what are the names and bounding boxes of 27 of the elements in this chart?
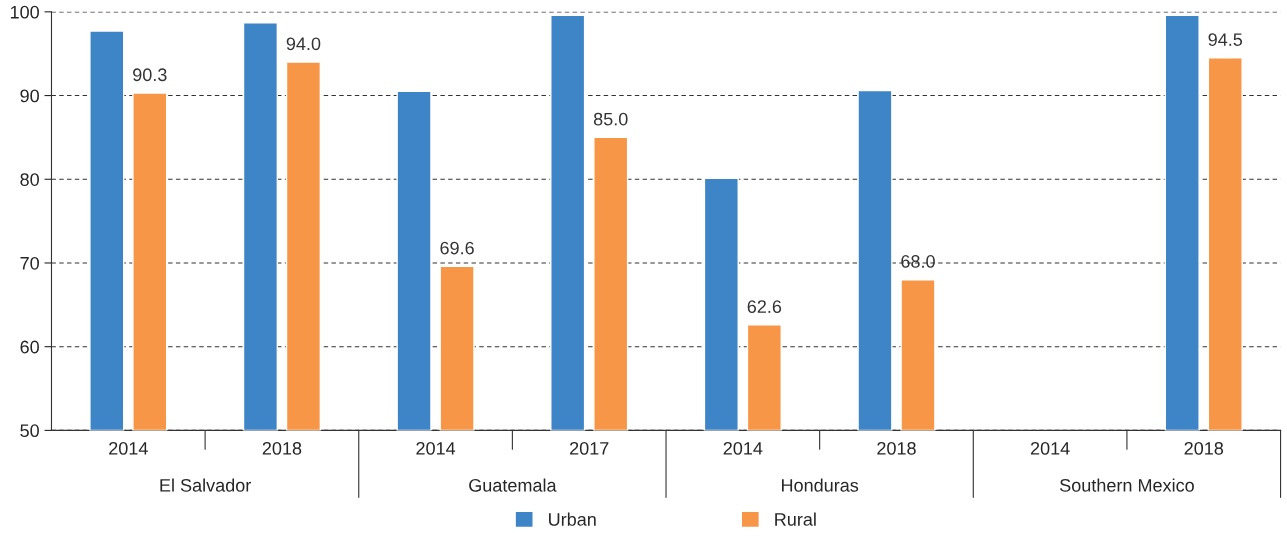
data-label: 68.0 <box>901 255 935 268</box>
text: El Salvador <box>160 478 251 492</box>
x-tick-label: 2014 <box>109 441 148 455</box>
y-tick-label: 50 <box>20 424 39 438</box>
text: Southern Mexico <box>1060 478 1194 492</box>
x-tick-label: 2014 <box>723 441 763 455</box>
legend-label: Rural <box>775 512 816 526</box>
y-tick-label: 90 <box>20 89 39 103</box>
x-tick-label: 2018 <box>877 441 916 455</box>
y-tick-label: 80 <box>20 173 39 186</box>
x-tick-label: 2018 <box>262 441 302 455</box>
data-label: 90.3 <box>133 68 167 82</box>
text: Guatemala <box>469 478 557 492</box>
data-label: 94.0 <box>286 37 321 51</box>
data-label: 94.5 <box>1208 33 1243 46</box>
y-tick-label: 60 <box>20 340 39 354</box>
x-tick-label: 2017 <box>570 441 609 455</box>
text: Honduras <box>782 478 859 492</box>
legend-label: Urban <box>549 512 596 526</box>
x-tick-label: 2018 <box>1184 441 1224 455</box>
y-tick-label: 70 <box>20 256 39 270</box>
y-tick-label: 100 <box>10 5 39 19</box>
x-tick-label: 2014 <box>416 441 456 455</box>
data-label: 85.0 <box>593 112 628 126</box>
x-tick-label: 2014 <box>1030 441 1070 455</box>
data-label: 62.6 <box>747 300 782 314</box>
data-label: 69.6 <box>440 241 474 255</box>
